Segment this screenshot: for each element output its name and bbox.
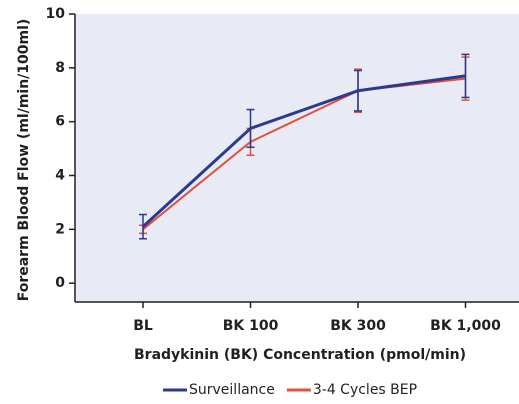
y-tick-label: 8 xyxy=(55,60,65,76)
line xyxy=(141,74,466,228)
x-tick-label: BL xyxy=(133,318,153,334)
legend-label: Surveillance xyxy=(189,382,275,398)
x-axis-label: Bradykinin (BK) Concentration (pmol/min) xyxy=(134,347,466,363)
x-tick-label: BK 1,000 xyxy=(430,318,501,334)
plot-area xyxy=(75,14,519,302)
legend-label: 3-4 Cycles BEP xyxy=(313,382,417,398)
y-tick-label: 6 xyxy=(55,114,65,130)
y-tick-label: 0 xyxy=(55,275,65,291)
y-tick-label: 4 xyxy=(55,167,65,183)
y-tick-label: 2 xyxy=(55,221,65,237)
y-tick-label: 10 xyxy=(46,6,66,22)
x-tick-label: BK 100 xyxy=(223,318,279,334)
y-axis-label: Forearm Blood Flow (ml/min/100ml) xyxy=(16,19,32,302)
x-tick-label: BK 300 xyxy=(330,318,386,334)
